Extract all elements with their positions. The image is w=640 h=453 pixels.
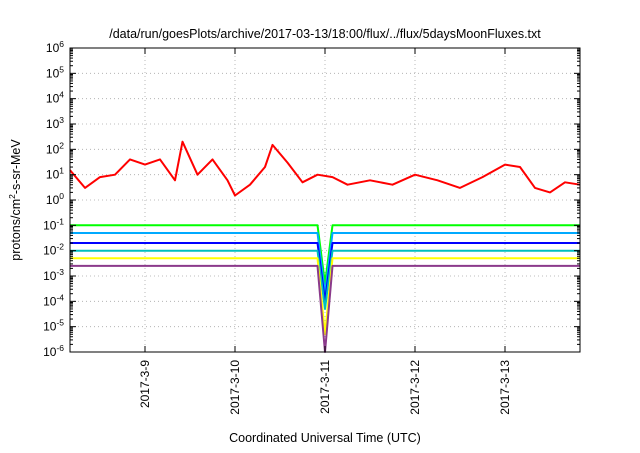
x-tick-label: 2017-3-12 xyxy=(408,360,422,415)
y-tick-label: 105 xyxy=(46,64,64,80)
y-tick-base: 10 xyxy=(46,92,60,106)
y-tick-label: 102 xyxy=(46,140,64,156)
chart-title: /data/run/goesPlots/archive/2017-03-13/1… xyxy=(109,27,541,41)
y-tick-base: 10 xyxy=(46,193,60,207)
x-axis: 2017-3-9 2017-3-10 2017-3-11 2017-3-12 2017-… xyxy=(138,48,512,415)
series-line xyxy=(69,140,581,197)
y-tick-exponent: -5 xyxy=(56,318,64,328)
y-tick-label: 104 xyxy=(46,90,64,106)
y-tick-label: 106 xyxy=(46,39,64,55)
y-tick-label: 100 xyxy=(46,191,64,207)
series-group xyxy=(69,140,581,353)
series-line xyxy=(70,257,580,336)
y-tick-exponent: 1 xyxy=(59,166,64,176)
series-line xyxy=(70,249,580,310)
y-tick-label: 10-2 xyxy=(43,242,64,258)
y-tick-exponent: -2 xyxy=(56,242,64,252)
y-tick-exponent: -3 xyxy=(56,267,64,277)
x-axis-label: Coordinated Universal Time (UTC) xyxy=(229,431,421,445)
y-tick-label: 10-5 xyxy=(43,318,64,334)
x-tick-label: 2017-3-9 xyxy=(138,360,152,408)
y-tick-exponent: 5 xyxy=(59,64,64,74)
y-tick-label: 10-1 xyxy=(43,216,64,232)
x-tick-label: 2017-3-10 xyxy=(228,360,242,415)
y-tick-label: 10-4 xyxy=(43,292,64,308)
y-tick-exponent: 2 xyxy=(59,140,64,150)
y-tick-base: 10 xyxy=(43,269,57,283)
y-tick-label: 10-6 xyxy=(43,343,64,359)
y-tick-base: 10 xyxy=(43,294,57,308)
x-tick-label: 2017-3-13 xyxy=(498,360,512,415)
y-tick-label: 101 xyxy=(46,166,64,182)
y-tick-exponent: 4 xyxy=(59,90,64,100)
y-tick-label: 10-3 xyxy=(43,267,64,283)
x-tick-label: 2017-3-11 xyxy=(318,360,332,414)
y-tick-base: 10 xyxy=(46,142,60,156)
y-tick-exponent: -4 xyxy=(56,292,64,302)
y-tick-label: 103 xyxy=(46,115,64,131)
y-axis: 10-610-510-410-310-210-11001011021031041… xyxy=(43,39,580,359)
y-tick-exponent: -6 xyxy=(56,343,64,353)
y-tick-base: 10 xyxy=(46,168,60,182)
y-tick-base: 10 xyxy=(46,41,60,55)
series-line xyxy=(70,224,580,285)
y-tick-exponent: 3 xyxy=(59,115,64,125)
y-tick-base: 10 xyxy=(43,244,57,258)
y-tick-exponent: 6 xyxy=(59,39,64,49)
y-axis-label-main: protons/cm xyxy=(9,199,23,261)
y-tick-base: 10 xyxy=(46,117,60,131)
y-tick-base: 10 xyxy=(43,320,57,334)
y-axis-label-tail: -s-sr-MeV xyxy=(9,139,23,195)
y-tick-base: 10 xyxy=(43,345,57,359)
y-tick-base: 10 xyxy=(43,218,57,232)
y-tick-base: 10 xyxy=(46,66,60,80)
y-axis-label-sup: 2 xyxy=(7,194,17,199)
y-tick-exponent: 0 xyxy=(59,191,64,201)
y-tick-exponent: -1 xyxy=(56,216,64,226)
y-axis-label: protons/cm2-s-sr-MeV xyxy=(7,139,23,261)
